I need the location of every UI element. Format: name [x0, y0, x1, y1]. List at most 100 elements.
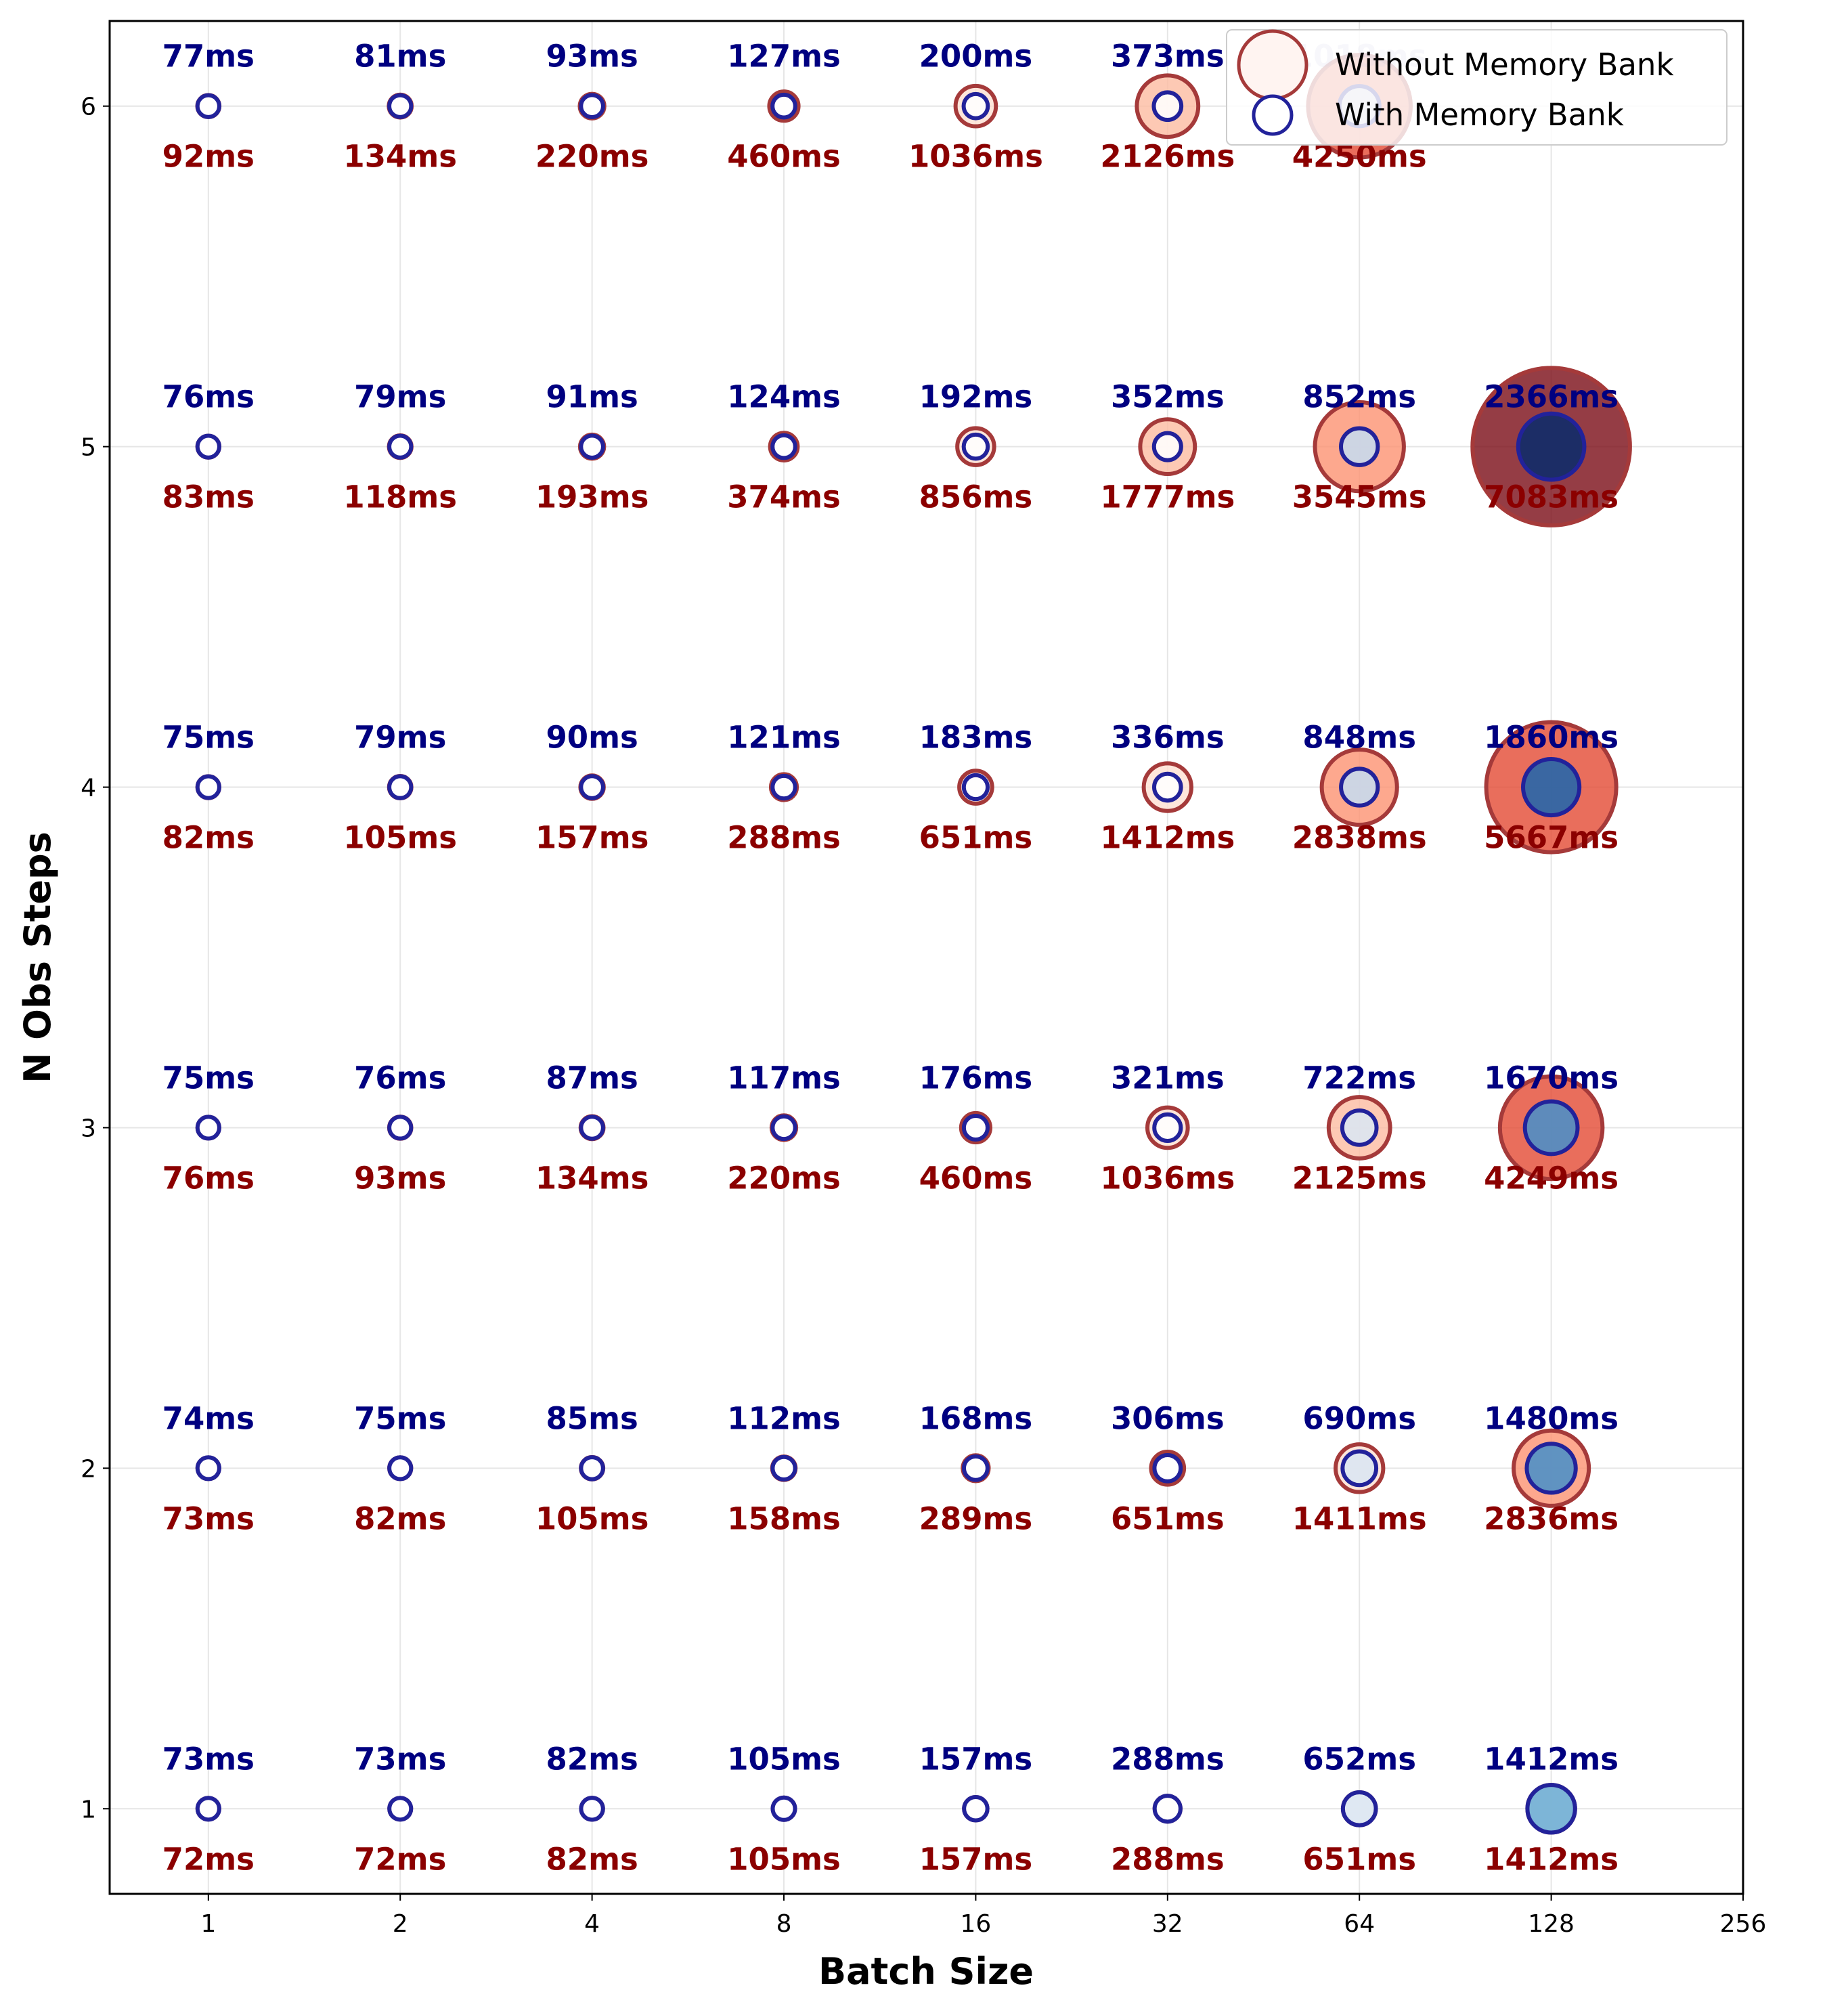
bubble-with-memory-bank [770, 1454, 797, 1482]
bubble-with-memory-bank [961, 773, 990, 802]
bubble-with-memory-bank [195, 93, 221, 119]
bubble-with-memory-bank [387, 1115, 414, 1141]
label-with-memory-bank: 79ms [354, 720, 446, 756]
label-with-memory-bank: 288ms [1111, 1741, 1225, 1777]
label-with-memory-bank: 1860ms [1484, 720, 1619, 756]
label-without-memory-bank: 134ms [343, 139, 457, 175]
label-without-memory-bank: 93ms [354, 1160, 446, 1196]
bubble-with-memory-bank [579, 774, 605, 800]
bubble-with-memory-bank [961, 1113, 990, 1142]
bubble-with-memory-bank [579, 1796, 605, 1822]
bubble-with-memory-bank [1152, 1794, 1183, 1824]
label-with-memory-bank: 75ms [162, 1060, 255, 1096]
bubble-with-memory-bank [579, 433, 605, 460]
label-with-memory-bank: 77ms [162, 39, 255, 74]
label-without-memory-bank: 82ms [546, 1841, 638, 1877]
bubble-with-memory-bank [770, 1795, 797, 1822]
bubble-with-memory-bank [387, 774, 414, 800]
label-with-memory-bank: 1480ms [1484, 1400, 1619, 1436]
x-tick-label: 64 [1344, 1910, 1375, 1938]
label-without-memory-bank: 105ms [727, 1841, 841, 1877]
label-with-memory-bank: 75ms [162, 720, 255, 756]
y-tick-label: 2 [81, 1455, 96, 1483]
bubble-with-memory-bank [1524, 1442, 1578, 1495]
label-without-memory-bank: 220ms [727, 1160, 841, 1196]
label-with-memory-bank: 336ms [1111, 720, 1225, 756]
label-with-memory-bank: 373ms [1111, 39, 1225, 74]
label-with-memory-bank: 112ms [727, 1400, 841, 1436]
label-with-memory-bank: 91ms [546, 379, 638, 415]
bubble-with-memory-bank [961, 91, 990, 121]
label-with-memory-bank: 1670ms [1484, 1060, 1619, 1096]
bubble-with-memory-bank [770, 1114, 797, 1142]
label-with-memory-bank: 79ms [354, 379, 446, 415]
bubble-with-memory-bank [1151, 90, 1184, 123]
x-tick-label: 256 [1720, 1910, 1767, 1938]
bubble-with-memory-bank [195, 1455, 221, 1482]
bubble-with-memory-bank [770, 92, 797, 120]
bubble-with-memory-bank [195, 433, 221, 460]
label-with-memory-bank: 306ms [1111, 1400, 1225, 1436]
label-without-memory-bank: 651ms [1302, 1841, 1416, 1877]
label-without-memory-bank: 73ms [162, 1500, 255, 1536]
bubble-with-memory-bank [1340, 1449, 1379, 1488]
bubble-with-memory-bank [1340, 1790, 1378, 1828]
label-with-memory-bank: 848ms [1302, 720, 1416, 756]
legend-marker-with [1252, 94, 1294, 136]
label-without-memory-bank: 1036ms [908, 139, 1043, 175]
label-without-memory-bank: 651ms [919, 820, 1033, 856]
label-with-memory-bank: 117ms [727, 1060, 841, 1096]
bubble-with-memory-bank [962, 1795, 990, 1823]
label-without-memory-bank: 82ms [354, 1500, 446, 1536]
label-without-memory-bank: 288ms [727, 820, 841, 856]
label-with-memory-bank: 176ms [919, 1060, 1033, 1096]
label-without-memory-bank: 193ms [535, 479, 649, 515]
bubble-with-memory-bank [770, 773, 797, 801]
bubble-with-memory-bank [1152, 1452, 1183, 1484]
bubble-with-memory-bank [1152, 1112, 1183, 1144]
label-without-memory-bank: 374ms [727, 479, 841, 515]
x-tick-label: 1 [200, 1910, 216, 1938]
x-tick-label: 128 [1528, 1910, 1575, 1938]
label-without-memory-bank: 856ms [919, 479, 1033, 515]
bubble-with-memory-bank [579, 1455, 605, 1482]
legend-marker-without [1237, 29, 1308, 101]
y-tick-label: 4 [81, 775, 96, 802]
bubble-with-memory-bank [962, 1454, 990, 1482]
bubble-with-memory-bank [579, 93, 605, 120]
label-without-memory-bank: 7083ms [1484, 479, 1619, 515]
label-without-memory-bank: 157ms [919, 1841, 1033, 1877]
label-without-memory-bank: 105ms [535, 1500, 649, 1536]
label-with-memory-bank: 168ms [919, 1400, 1033, 1436]
label-with-memory-bank: 82ms [546, 1741, 638, 1777]
bubble-with-memory-bank [195, 1796, 221, 1822]
label-with-memory-bank: 121ms [727, 720, 841, 756]
y-tick-label: 6 [81, 93, 96, 121]
grid-lines [110, 21, 1744, 1894]
label-with-memory-bank: 127ms [727, 39, 841, 74]
x-tick-label: 2 [393, 1910, 408, 1938]
label-with-memory-bank: 690ms [1302, 1400, 1416, 1436]
label-without-memory-bank: 220ms [535, 139, 649, 175]
label-without-memory-bank: 83ms [162, 479, 255, 515]
label-without-memory-bank: 5667ms [1484, 820, 1619, 856]
bubble-with-memory-bank [1339, 426, 1380, 467]
bubble-with-memory-bank [1516, 411, 1587, 482]
label-without-memory-bank: 2838ms [1292, 820, 1427, 856]
label-without-memory-bank: 72ms [354, 1841, 446, 1877]
label-with-memory-bank: 652ms [1302, 1741, 1416, 1777]
legend: Without Memory Bank With Memory Bank [1226, 29, 1728, 146]
label-with-memory-bank: 87ms [546, 1060, 638, 1096]
bubbles [195, 52, 1632, 1835]
label-without-memory-bank: 76ms [162, 1160, 255, 1196]
x-axis-title: Batch Size [818, 1950, 1034, 1993]
label-without-memory-bank: 118ms [343, 479, 457, 515]
label-with-memory-bank: 722ms [1302, 1060, 1416, 1096]
label-without-memory-bank: 651ms [1111, 1500, 1225, 1536]
label-without-memory-bank: 4249ms [1484, 1160, 1619, 1196]
label-with-memory-bank: 1412ms [1484, 1741, 1619, 1777]
label-with-memory-bank: 90ms [546, 720, 638, 756]
label-with-memory-bank: 75ms [354, 1400, 446, 1436]
bubble-with-memory-bank [1339, 766, 1380, 808]
y-tick-label: 5 [81, 434, 96, 462]
